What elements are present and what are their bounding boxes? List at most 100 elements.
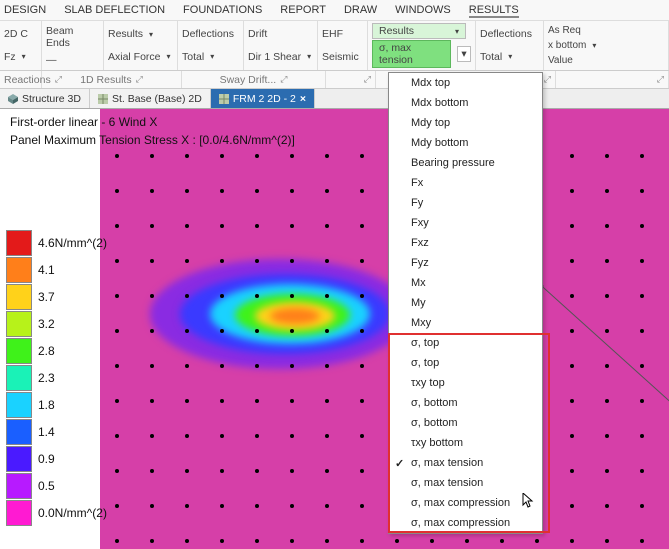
chevron-down-icon[interactable]: ▾ <box>210 52 214 61</box>
result-title: First-order linear - 6 Wind X <box>10 115 157 129</box>
legend-label: 4.6N/mm^(2) <box>38 236 107 250</box>
ribbon-total1[interactable]: Total <box>182 51 204 63</box>
chevron-down-icon[interactable]: ▾ <box>508 52 512 61</box>
ribbon-total2[interactable]: Total <box>480 51 502 63</box>
ribbon-dir1shear[interactable]: Dir 1 Shear <box>248 51 301 63</box>
legend-row: 1.8 <box>6 391 111 418</box>
ribbon-deflections2[interactable]: Deflections <box>480 28 532 40</box>
ribbon-axialforce[interactable]: Axial Force <box>108 51 161 63</box>
legend-swatch <box>6 311 32 337</box>
dropdown-item[interactable]: My <box>389 293 542 313</box>
result-viewport[interactable]: First-order linear - 6 Wind X Panel Maxi… <box>0 109 669 549</box>
legend-swatch <box>6 257 32 283</box>
ribbon-xbottom[interactable]: x bottom <box>548 40 586 51</box>
legend-row: 0.9 <box>6 445 111 472</box>
menu-draw[interactable]: DRAW <box>344 4 377 18</box>
dropdown-item[interactable]: Mdx bottom <box>389 93 542 113</box>
dropdown-item[interactable]: Fxy <box>389 213 542 233</box>
dropdown-item[interactable]: σ, bottom <box>389 413 542 433</box>
dropdown-item[interactable]: Fyz <box>389 253 542 273</box>
legend-row: 2.8 <box>6 337 111 364</box>
dropdown-item[interactable]: Mx <box>389 273 542 293</box>
result-subtitle: Panel Maximum Tension Stress X : [0.0/4.… <box>10 133 295 147</box>
tab-label: St. Base (Base) 2D <box>112 93 202 105</box>
legend-row: 4.6N/mm^(2) <box>6 229 111 256</box>
menu-windows[interactable]: WINDOWS <box>395 4 451 18</box>
close-icon[interactable]: × <box>300 93 306 105</box>
legend-label: 3.2 <box>38 317 55 331</box>
legend-row: 1.4 <box>6 418 111 445</box>
chevron-down-icon[interactable]: ▾ <box>167 52 171 61</box>
expand-icon[interactable]: ⤢ <box>280 74 287 85</box>
ribbon-seismic[interactable]: Seismic <box>322 51 359 63</box>
menu-foundations[interactable]: FOUNDATIONS <box>183 4 262 18</box>
dropdown-item[interactable]: Bearing pressure <box>389 153 542 173</box>
legend-label: 0.0N/mm^(2) <box>38 506 107 520</box>
legend-swatch <box>6 392 32 418</box>
ribbon-fz[interactable]: Fz <box>4 51 16 63</box>
tab-structure3d[interactable]: Structure 3D <box>0 89 90 108</box>
expand-icon[interactable]: ⤢ <box>657 74 664 85</box>
dropdown-item[interactable]: σ, max compression <box>389 513 542 533</box>
ribbon-sigma-expand[interactable]: ▾ <box>457 46 471 62</box>
expand-icon[interactable]: ⤢ <box>364 74 371 85</box>
menu-results[interactable]: RESULTS <box>469 4 519 18</box>
ribbon-results1[interactable]: Results <box>108 28 143 40</box>
ribbon-beamends[interactable]: Beam Ends <box>46 25 99 49</box>
sigma-dropdown-menu: Mdx topMdx bottomMdy topMdy bottomBearin… <box>388 72 543 534</box>
expand-icon[interactable]: ⤢ <box>136 74 143 85</box>
dropdown-item[interactable]: τxy bottom <box>389 433 542 453</box>
tab-frm22d[interactable]: FRM 2 2D - 2 × <box>211 89 315 108</box>
ribbon-labels: Reactions⤢ 1D Results⤢ Sway Drift...⤢ ⤢ … <box>0 71 669 89</box>
ribbon-ehf[interactable]: EHF <box>322 28 343 40</box>
legend-row: 3.7 <box>6 283 111 310</box>
legend-label: 4.1 <box>38 263 55 277</box>
dropdown-item[interactable]: σ, top <box>389 353 542 373</box>
legend-row: 2.3 <box>6 364 111 391</box>
chevron-down-icon[interactable]: ▾ <box>22 52 26 61</box>
legend-swatch <box>6 284 32 310</box>
tab-label: FRM 2 2D - 2 <box>233 93 296 105</box>
tab-label: Structure 3D <box>22 93 81 105</box>
dropdown-item[interactable]: Mdy bottom <box>389 133 542 153</box>
legend-row: 0.0N/mm^(2) <box>6 499 111 526</box>
legend-swatch <box>6 419 32 445</box>
dropdown-item[interactable]: σ, max tension <box>389 453 542 473</box>
legend-label: 3.7 <box>38 290 55 304</box>
legend-label: 2.8 <box>38 344 55 358</box>
ribbon-asreq[interactable]: As Req <box>548 25 581 36</box>
legend-row: 3.2 <box>6 310 111 337</box>
ribbon-value[interactable]: Value <box>548 55 573 66</box>
dropdown-item[interactable]: Fx <box>389 173 542 193</box>
legend-label: 0.5 <box>38 479 55 493</box>
chevron-down-icon[interactable]: ▾ <box>149 30 153 39</box>
dropdown-item[interactable]: σ, max compression <box>389 493 542 513</box>
dropdown-item[interactable]: τxy top <box>389 373 542 393</box>
dropdown-item[interactable]: Mdx top <box>389 73 542 93</box>
ribbon-2dc[interactable]: 2D C <box>4 28 28 40</box>
menu-slabdeflection[interactable]: SLAB DEFLECTION <box>64 4 165 18</box>
legend: 4.6N/mm^(2) 4.1 3.7 3.2 2.8 2.31.8 1.4 0.9 0.5 0.… <box>6 229 111 526</box>
menu-report[interactable]: REPORT <box>280 4 326 18</box>
ribbon-results-dropdown[interactable]: Results▾ <box>372 23 466 39</box>
chevron-down-icon[interactable]: ▾ <box>307 52 311 61</box>
dropdown-item[interactable]: σ, max tension <box>389 473 542 493</box>
ribbon: 2D C Fz▾ Beam Ends — Results▾ Axial Forc… <box>0 21 669 71</box>
dropdown-item[interactable]: Fxz <box>389 233 542 253</box>
legend-label: 1.4 <box>38 425 55 439</box>
legend-swatch <box>6 500 32 526</box>
dropdown-item[interactable]: σ, bottom <box>389 393 542 413</box>
tab-stbase2d[interactable]: St. Base (Base) 2D <box>90 89 211 108</box>
dropdown-item[interactable]: Mxy <box>389 313 542 333</box>
expand-icon[interactable]: ⤢ <box>544 74 551 85</box>
ribbon-drift[interactable]: Drift <box>248 28 267 40</box>
legend-label: 0.9 <box>38 452 55 466</box>
ribbon-sigma-dropdown[interactable]: σ, max tension <box>372 40 451 68</box>
menu-design[interactable]: DESIGN <box>4 4 46 18</box>
document-tabs: Structure 3D St. Base (Base) 2D FRM 2 2D… <box>0 89 669 109</box>
dropdown-item[interactable]: Mdy top <box>389 113 542 133</box>
dropdown-item[interactable]: Fy <box>389 193 542 213</box>
ribbon-label-swaydrift: Sway Drift... <box>220 74 277 86</box>
dropdown-item[interactable]: σ, top <box>389 333 542 353</box>
ribbon-deflections1[interactable]: Deflections <box>182 28 234 40</box>
